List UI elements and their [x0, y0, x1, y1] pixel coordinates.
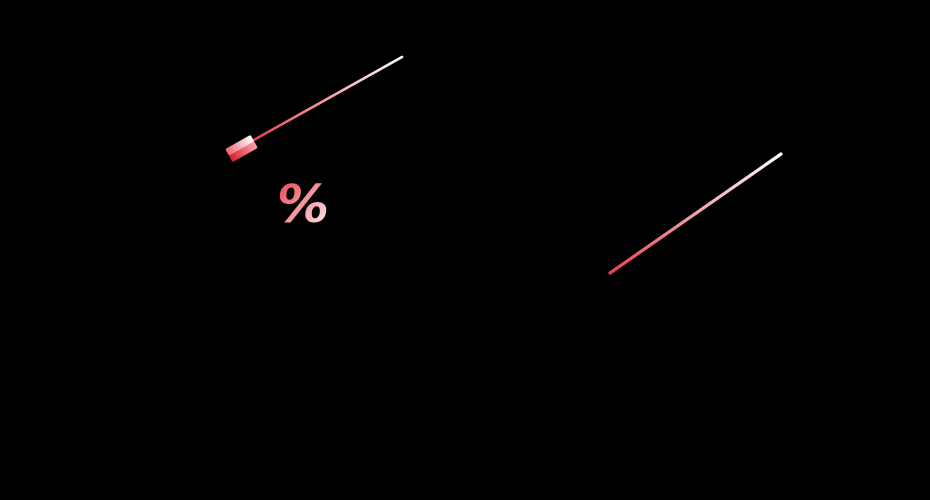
comet-head-block [225, 135, 258, 162]
comet-head-top-face [225, 135, 254, 156]
comet-tail-line [250, 55, 404, 143]
comet-head-front-face [229, 141, 258, 162]
streak-line [608, 152, 783, 275]
percent-symbol: % [277, 175, 329, 235]
